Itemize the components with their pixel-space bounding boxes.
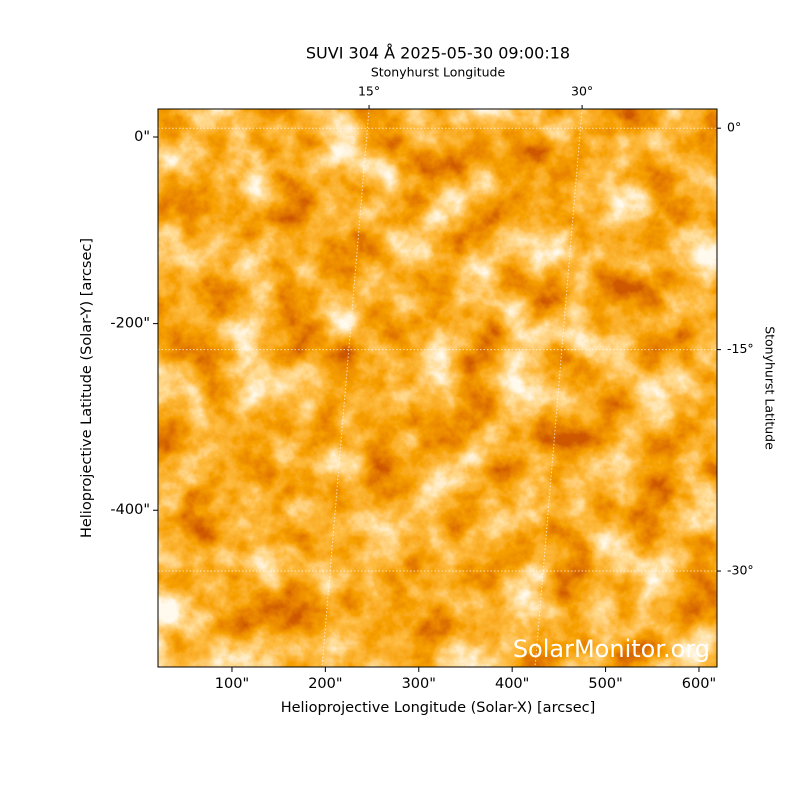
x2-tick-label: 15° xyxy=(358,84,380,99)
x2-axis-label: Stonyhurst Longitude xyxy=(371,65,506,80)
x-axis-label: Helioprojective Longitude (Solar-X) [arc… xyxy=(281,700,596,716)
solar-image xyxy=(158,109,717,667)
x2-tick-label: 30° xyxy=(571,84,593,99)
x-tick-label: 300" xyxy=(402,676,436,692)
y-tick-label: 0" xyxy=(134,129,150,145)
grid-line xyxy=(321,109,370,667)
plot-frame xyxy=(157,108,718,668)
y-tick-label: -400" xyxy=(110,502,150,518)
y-tick-label: -200" xyxy=(110,316,150,332)
y2-tick-label: 0° xyxy=(727,120,741,135)
x-tick-label: 600" xyxy=(682,676,716,692)
x-tick-label: 100" xyxy=(215,676,249,692)
x-tick-label: 400" xyxy=(495,676,529,692)
y2-tick-label: -30° xyxy=(727,563,754,578)
chart-title: SUVI 304 Å 2025-05-30 09:00:18 xyxy=(306,44,570,63)
x-tick-label: 200" xyxy=(308,676,342,692)
y2-axis-label: Stonyhurst Latitude xyxy=(763,326,778,450)
y-axis-label: Helioprojective Latitude (Solar-Y) [arcs… xyxy=(79,238,95,538)
grid-line xyxy=(534,109,583,667)
x-tick-label: 500" xyxy=(588,676,622,692)
y2-tick-label: -15° xyxy=(727,341,754,356)
watermark: SolarMonitor.org xyxy=(513,635,710,663)
